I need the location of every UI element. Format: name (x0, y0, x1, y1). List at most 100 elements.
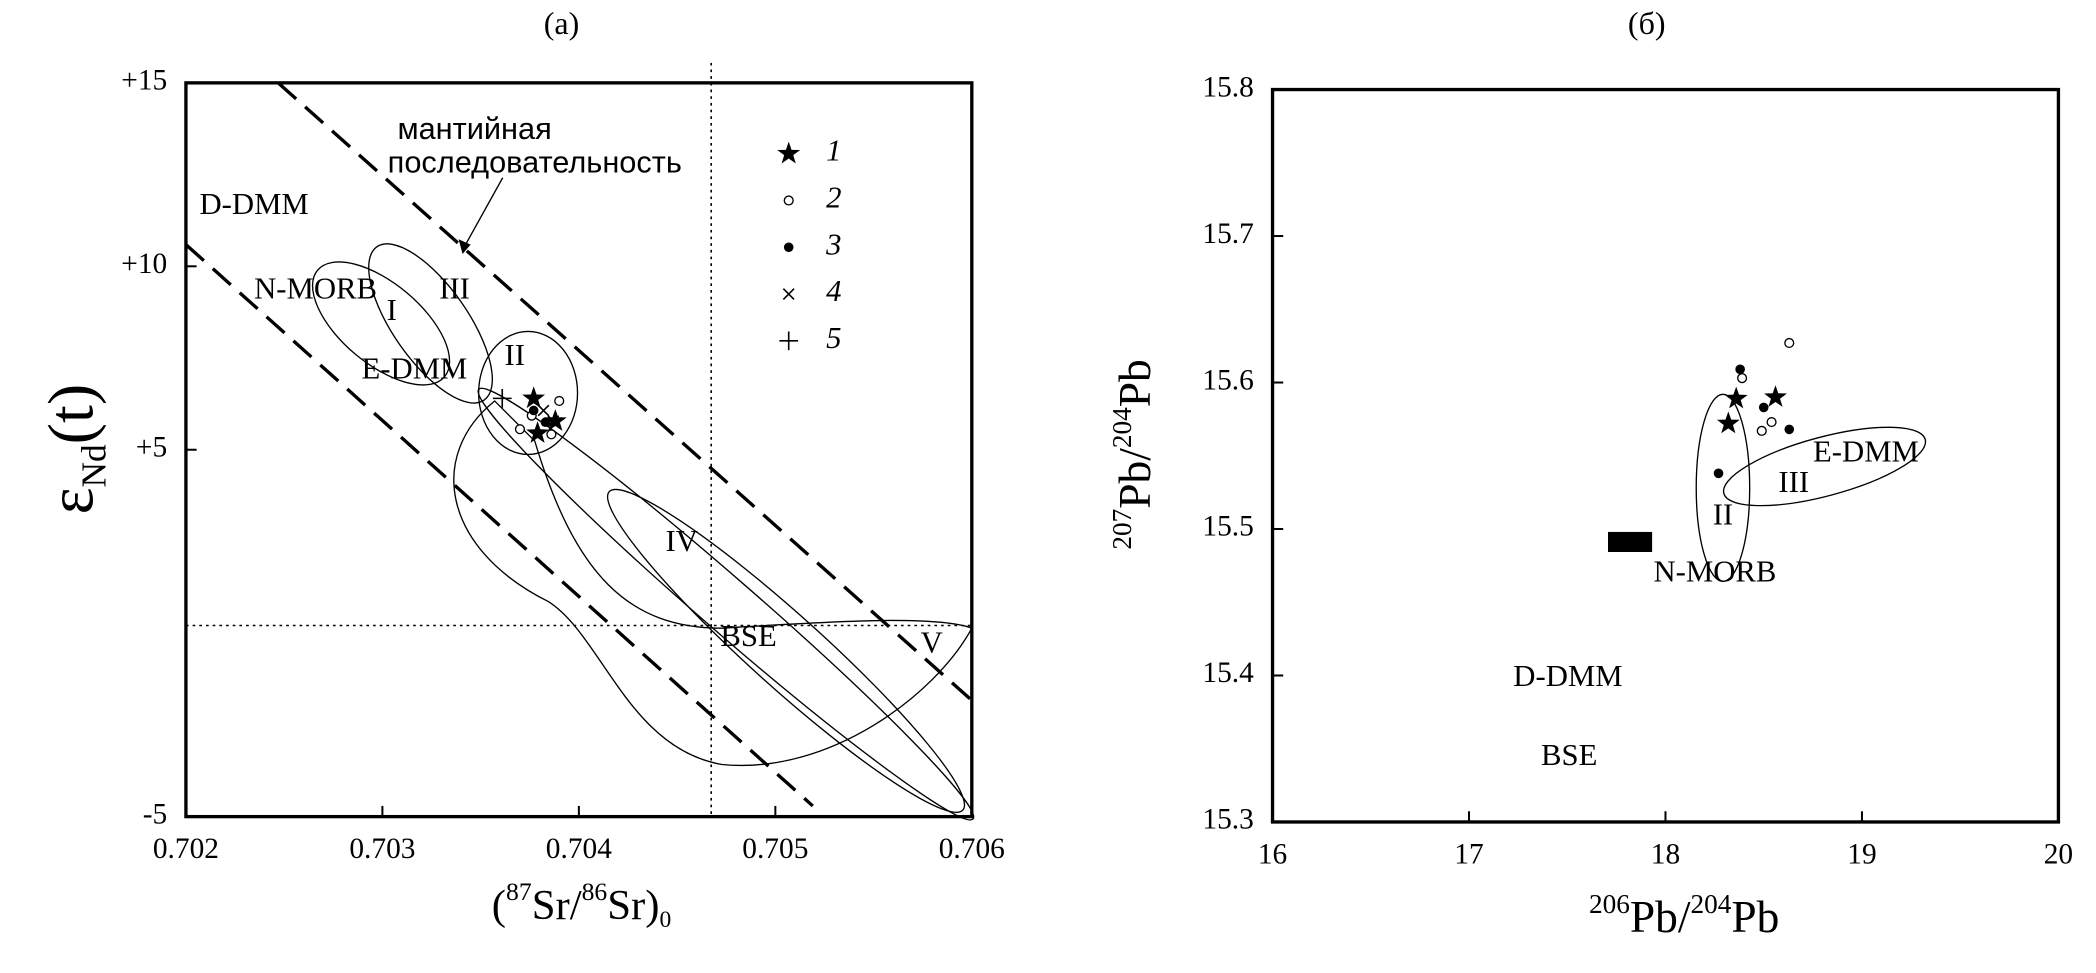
x-axis-label-part: ( (492, 882, 506, 929)
legend-label: 3 (825, 227, 841, 261)
field-ellipse (311, 261, 451, 386)
y-tick-label: 15.3 (1202, 804, 1253, 836)
annotation: E-DMM (362, 352, 468, 386)
x-axis-label-part: 0 (660, 907, 672, 933)
x-tick-label: 0.706 (939, 833, 1005, 865)
field-ellipse (1722, 426, 1927, 507)
y-axis-label-part: 204 (1107, 407, 1137, 448)
y-axis-label: 207Pb/204Pb (1107, 359, 1160, 549)
annotation: BSE (1541, 738, 1597, 772)
annotation: N-MORB (254, 271, 377, 305)
field-ellipse (1695, 393, 1751, 583)
filled-circle-marker (783, 242, 794, 253)
x-tick-label: 20 (2044, 838, 2073, 870)
y-axis-label: εNd(t) (35, 384, 113, 515)
annotation: E-DMM (1813, 434, 1919, 468)
y-tick-label: +5 (136, 431, 167, 463)
y-tick-label: 15.6 (1202, 364, 1253, 396)
open-circle-marker (1756, 425, 1767, 436)
x-tick-label: 18 (1651, 838, 1680, 870)
x-axis-label-part: Pb (1731, 893, 1779, 943)
annotation: II (504, 338, 524, 372)
annotation: D-DMM (1513, 659, 1622, 693)
region-shapes-b (1608, 393, 1927, 583)
annotation: N-MORB (1653, 555, 1776, 589)
x-axis-label-part: 206 (1589, 889, 1630, 919)
x-tick-label: 16 (1258, 838, 1287, 870)
filled-circle-marker (1784, 424, 1795, 435)
field-blob (453, 400, 973, 767)
annotation: BSE (720, 619, 776, 653)
annotation: V (921, 626, 943, 660)
y-axis-label-part: ε (35, 487, 106, 514)
star-marker (522, 386, 546, 409)
star-marker (1764, 385, 1787, 407)
annotation: последовательность (388, 145, 682, 180)
annotation: III (439, 271, 470, 305)
x-tick-label: 0.703 (349, 833, 415, 865)
field-ellipse (368, 243, 493, 404)
star-marker (1724, 386, 1748, 409)
mantle-array-line (184, 243, 814, 808)
open-circle-marker (1737, 373, 1748, 384)
field-ellipse (477, 387, 975, 821)
legend-label: 2 (826, 181, 841, 215)
y-axis-label-part: (t) (35, 384, 106, 445)
y-axis-label-part: Pb/ (1111, 448, 1161, 509)
x-tick-label: 0.705 (742, 833, 808, 865)
x-marker (537, 404, 550, 417)
x-axis-label-part: Pb/ (1630, 893, 1691, 943)
annotation: II (1713, 497, 1733, 531)
x-tick-label: 19 (1847, 838, 1876, 870)
chart-title: (а) (544, 5, 580, 41)
open-circle-marker (783, 195, 794, 206)
annotation: D-DMM (199, 187, 308, 221)
x-tick-label: 0.704 (546, 833, 612, 865)
star-marker (1716, 411, 1740, 434)
filled-circle-marker (1735, 364, 1745, 375)
y-tick-label: 15.7 (1202, 218, 1253, 250)
y-tick-label: +10 (121, 248, 167, 280)
open-circle-marker (514, 424, 526, 435)
x-marker (782, 288, 795, 300)
region-shapes-a (184, 62, 975, 821)
open-circle-marker (1784, 337, 1795, 349)
annotation: IV (666, 524, 698, 558)
plus-marker (492, 389, 512, 408)
arrow-head (458, 239, 471, 254)
star-marker (777, 141, 801, 164)
annotation: мантийная (397, 111, 551, 146)
legend-label: 1 (826, 134, 841, 168)
filled-circle-marker (1758, 402, 1769, 413)
mantle-array-line (277, 81, 973, 702)
y-tick-label: -5 (143, 798, 167, 830)
legend-label: 4 (826, 274, 841, 308)
x-axis-label-part: Sr/ (532, 882, 582, 929)
y-axis-label-part: Pb (1111, 359, 1161, 407)
x-axis-label-part: 87 (506, 877, 532, 906)
y-axis-label-part: Nd (74, 444, 113, 487)
annotation: III (1778, 465, 1809, 499)
filled-circle-marker (1713, 468, 1724, 479)
x-axis-label-part: 204 (1691, 889, 1732, 919)
x-axis-label: (87Sr/86Sr)0 (492, 877, 671, 933)
x-marker (547, 415, 560, 428)
n-morb-field (1608, 531, 1653, 552)
star-marker (526, 421, 550, 443)
y-axis-label-part: 207 (1107, 509, 1137, 550)
open-circle-marker (1766, 416, 1777, 428)
field-ellipse (606, 488, 966, 813)
y-tick-label: 15.5 (1202, 511, 1253, 543)
y-tick-label: 15.4 (1202, 657, 1254, 689)
x-axis-label-part: 86 (582, 877, 608, 906)
legend-label: 5 (826, 321, 841, 355)
y-tick-label: 15.8 (1202, 71, 1253, 103)
y-tick-label: +15 (121, 65, 167, 97)
chart-title: (б) (1628, 5, 1666, 41)
annotation: I (387, 293, 397, 327)
x-tick-label: 17 (1454, 838, 1483, 870)
filled-circle-marker (528, 405, 539, 416)
